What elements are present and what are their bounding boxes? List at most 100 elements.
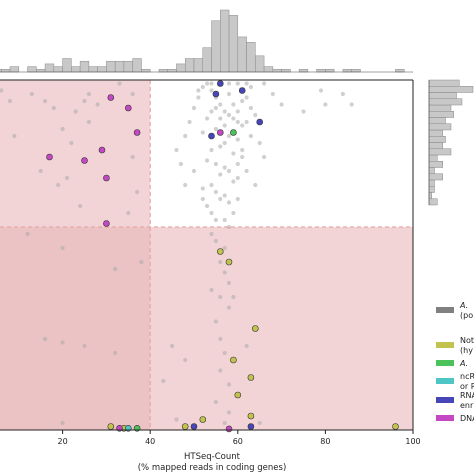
- top-hist-bar: [176, 63, 186, 73]
- data-point-grey: [130, 91, 135, 97]
- data-point-grey: [231, 102, 236, 107]
- data-point-olive: [107, 423, 115, 430]
- data-point-grey: [183, 133, 188, 139]
- legend-swatch: [436, 360, 454, 366]
- data-point-grey: [117, 81, 122, 86]
- data-point-blue: [217, 80, 224, 87]
- data-point-grey: [113, 350, 118, 356]
- data-point-grey: [205, 116, 210, 121]
- top-hist-bar: [167, 69, 177, 73]
- data-point-grey: [178, 161, 183, 167]
- data-point-green: [230, 129, 237, 136]
- legend-swatch: [436, 307, 454, 313]
- data-point-grey: [60, 420, 65, 426]
- top-hist-bar: [71, 66, 81, 73]
- right-hist-bar: [428, 111, 454, 118]
- data-point-grey: [248, 105, 253, 111]
- data-point-grey: [248, 84, 253, 90]
- data-point-grey: [218, 172, 223, 177]
- data-point-grey: [209, 182, 214, 188]
- right-hist-bar: [428, 154, 438, 162]
- data-point-grey: [226, 382, 232, 387]
- threshold-lines: [0, 80, 413, 430]
- data-point-grey: [235, 161, 240, 167]
- legend-label: RNA: [460, 391, 474, 400]
- top-hist-bar: [1, 69, 11, 73]
- data-point-grey: [38, 168, 43, 174]
- data-point-grey: [174, 147, 179, 153]
- legend-entry: A.: [436, 359, 468, 368]
- data-point-grey: [218, 144, 223, 149]
- data-point-magenta: [107, 94, 115, 101]
- top-hist-bar: [298, 69, 309, 73]
- top-hist-bar: [79, 60, 90, 73]
- data-point-grey: [209, 147, 214, 153]
- data-point-grey: [196, 95, 201, 100]
- plot-frame: [0, 79, 414, 431]
- top-hist-bar: [316, 69, 326, 73]
- right-hist-bar: [428, 136, 446, 143]
- data-point-grey: [262, 154, 267, 160]
- data-point-grey: [244, 95, 249, 100]
- right-hist-bar: [428, 79, 460, 87]
- data-point-grey: [226, 81, 232, 86]
- data-point-grey: [213, 161, 218, 167]
- data-point-grey: [226, 200, 232, 205]
- top-hist-bar: [281, 69, 291, 73]
- x-tick-label: 100: [405, 437, 420, 446]
- data-point-grey: [222, 217, 227, 223]
- top-hist-bar: [141, 69, 151, 73]
- data-point-magenta: [98, 146, 106, 154]
- data-point-grey: [218, 294, 223, 300]
- data-point-magenta: [133, 129, 141, 136]
- data-point-magenta: [81, 157, 88, 164]
- data-point-grey: [235, 137, 240, 142]
- data-point-olive: [230, 356, 237, 364]
- data-point-grey: [222, 245, 227, 251]
- data-point-magenta: [217, 129, 224, 136]
- data-point-grey: [56, 182, 61, 188]
- top-hist-bar: [36, 69, 46, 73]
- data-point-grey: [29, 91, 34, 97]
- data-point-magenta: [103, 174, 110, 182]
- data-point-blue: [256, 118, 264, 126]
- legend-entry: A.(po: [436, 301, 473, 320]
- x-axis-sublabel: (% mapped reads in coding genes): [138, 463, 287, 473]
- data-point-grey: [183, 182, 188, 188]
- top-hist-bar: [27, 66, 37, 73]
- x-tick-label: 20: [58, 437, 68, 446]
- legend-swatch: [436, 342, 454, 348]
- right-hist-bar: [428, 198, 438, 206]
- data-point-grey: [209, 231, 214, 237]
- top-hist-bar: [220, 9, 230, 73]
- right-hist-bar: [428, 86, 474, 93]
- legend-label-line2: enri: [460, 401, 474, 410]
- data-point-grey: [95, 102, 100, 107]
- top-hist-bar: [158, 69, 168, 73]
- data-point-olive: [234, 391, 242, 399]
- legend-swatch: [436, 397, 454, 403]
- data-point-grey: [244, 81, 249, 86]
- data-point-grey: [218, 196, 223, 202]
- data-point-grey: [235, 196, 240, 202]
- data-point-grey: [174, 417, 179, 422]
- data-point-grey: [126, 210, 131, 216]
- data-point-grey: [161, 378, 166, 384]
- data-point-grey: [231, 179, 236, 184]
- x-tick-label: 40: [145, 437, 155, 446]
- right-hist-bar: [428, 142, 443, 149]
- data-point-grey: [222, 420, 227, 426]
- top-hist-bar: [193, 58, 204, 73]
- top-hist-bar: [53, 66, 63, 73]
- right-hist-bar: [428, 167, 435, 174]
- data-point-blue: [212, 90, 220, 98]
- legend-entry: Not(hy: [436, 336, 474, 355]
- data-point-grey: [240, 98, 245, 104]
- data-point-grey: [222, 270, 227, 275]
- data-point-grey: [349, 102, 354, 107]
- top-hist-bar: [88, 66, 98, 73]
- data-point-olive: [199, 416, 207, 423]
- legend-label: A.: [459, 301, 468, 310]
